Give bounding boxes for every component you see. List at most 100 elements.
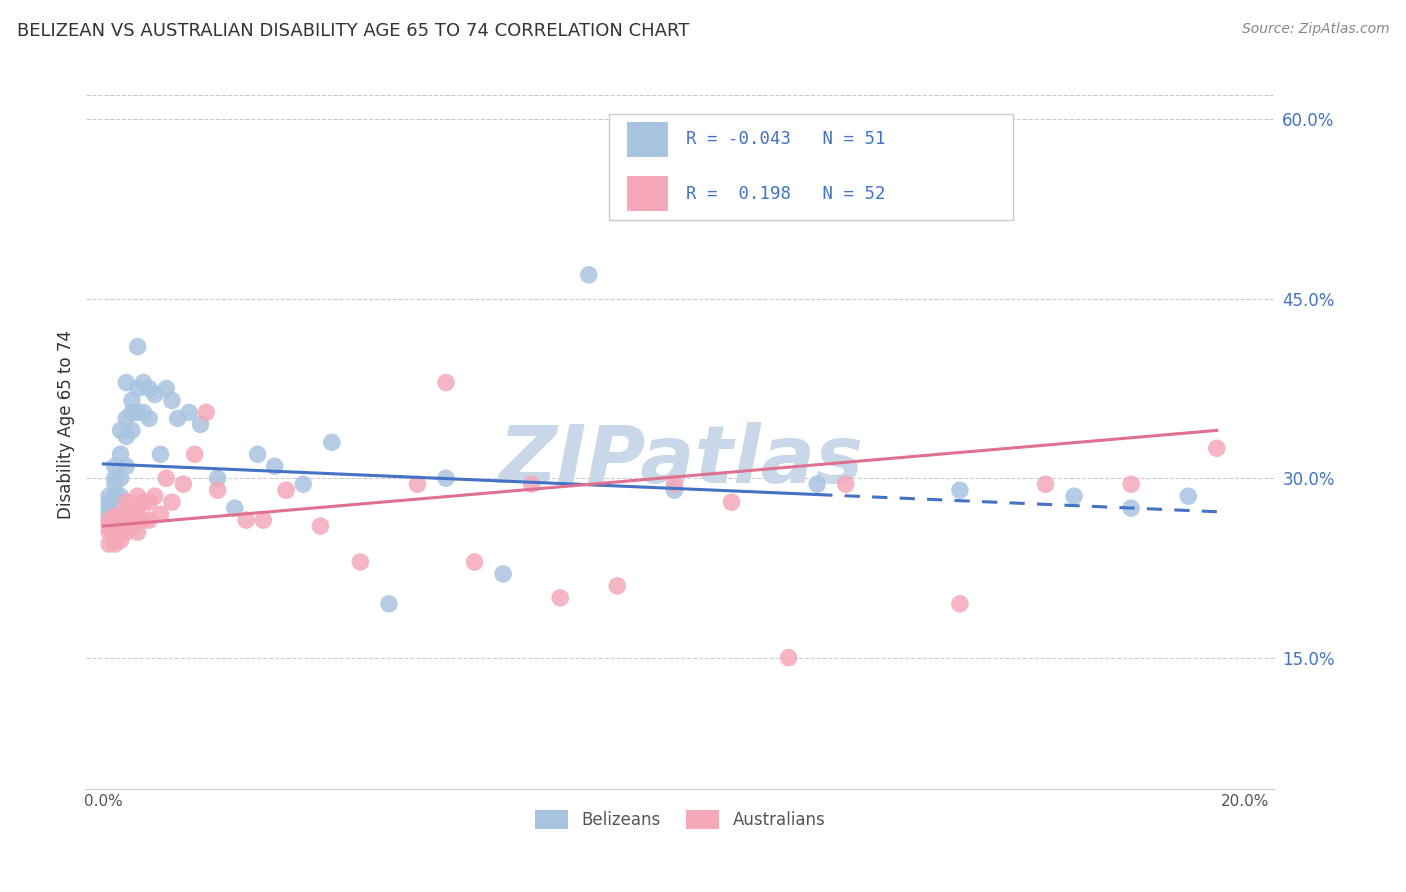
Point	[149, 507, 172, 521]
Point	[177, 405, 200, 419]
Point	[98, 489, 121, 503]
Point	[115, 507, 138, 521]
Point	[492, 566, 515, 581]
Point	[104, 507, 127, 521]
Point	[127, 489, 149, 503]
Point	[155, 382, 177, 396]
Point	[110, 424, 132, 438]
Point	[110, 447, 132, 461]
Point	[104, 521, 127, 535]
Point	[110, 524, 132, 539]
Point	[138, 513, 160, 527]
Text: R = -0.043   N = 51: R = -0.043 N = 51	[686, 130, 886, 148]
Point	[104, 524, 127, 539]
Point	[127, 340, 149, 354]
Point	[110, 519, 132, 533]
Point	[121, 393, 143, 408]
Point	[98, 513, 121, 527]
Point	[434, 471, 457, 485]
Point	[224, 501, 246, 516]
Point	[115, 459, 138, 474]
Point	[132, 513, 155, 527]
Point	[155, 471, 177, 485]
Point	[195, 405, 218, 419]
Point	[127, 507, 149, 521]
Point	[276, 483, 298, 498]
Point	[138, 411, 160, 425]
Point	[143, 489, 166, 503]
Y-axis label: Disability Age 65 to 74: Disability Age 65 to 74	[58, 330, 75, 519]
Point	[166, 411, 188, 425]
Point	[110, 471, 132, 485]
Point	[406, 477, 429, 491]
Point	[520, 477, 543, 491]
Point	[115, 524, 138, 539]
Point	[110, 533, 132, 548]
Point	[143, 387, 166, 401]
Legend: Belizeans, Australians: Belizeans, Australians	[529, 803, 832, 836]
Point	[104, 489, 127, 503]
Point	[1205, 442, 1227, 456]
Point	[98, 507, 121, 521]
Point	[121, 501, 143, 516]
Point	[349, 555, 371, 569]
Point	[720, 495, 742, 509]
Point	[115, 376, 138, 390]
Point	[121, 519, 143, 533]
Point	[110, 489, 132, 503]
Point	[104, 459, 127, 474]
Point	[949, 483, 972, 498]
Point	[121, 513, 143, 527]
Point	[949, 597, 972, 611]
FancyBboxPatch shape	[627, 121, 668, 157]
Point	[292, 477, 315, 491]
Point	[548, 591, 571, 605]
Point	[160, 495, 183, 509]
Point	[184, 447, 207, 461]
FancyBboxPatch shape	[609, 114, 1012, 220]
Point	[1177, 489, 1199, 503]
Point	[378, 597, 401, 611]
Point	[121, 405, 143, 419]
Point	[132, 405, 155, 419]
Point	[104, 471, 127, 485]
Point	[149, 447, 172, 461]
Point	[98, 519, 121, 533]
Point	[127, 524, 149, 539]
Point	[138, 382, 160, 396]
Point	[160, 393, 183, 408]
FancyBboxPatch shape	[627, 177, 668, 211]
Point	[127, 382, 149, 396]
Point	[104, 537, 127, 551]
Point	[98, 537, 121, 551]
Point	[1121, 477, 1143, 491]
Point	[1121, 501, 1143, 516]
Point	[207, 483, 229, 498]
Point	[115, 411, 138, 425]
Point	[464, 555, 486, 569]
Point	[132, 495, 155, 509]
Point	[110, 507, 132, 521]
Point	[235, 513, 257, 527]
Point	[664, 477, 686, 491]
Point	[98, 513, 121, 527]
Point	[578, 268, 600, 282]
Point	[121, 424, 143, 438]
Point	[104, 509, 127, 524]
Point	[1035, 477, 1057, 491]
Point	[321, 435, 343, 450]
Point	[806, 477, 828, 491]
Text: ZIPatlas: ZIPatlas	[498, 422, 863, 500]
Point	[98, 501, 121, 516]
Point	[138, 495, 160, 509]
Point	[1063, 489, 1085, 503]
Point	[309, 519, 332, 533]
Point	[127, 405, 149, 419]
Point	[778, 650, 800, 665]
Point	[132, 376, 155, 390]
Point	[252, 513, 274, 527]
Point	[115, 495, 138, 509]
Point	[263, 459, 285, 474]
Point	[98, 524, 121, 539]
Point	[834, 477, 856, 491]
